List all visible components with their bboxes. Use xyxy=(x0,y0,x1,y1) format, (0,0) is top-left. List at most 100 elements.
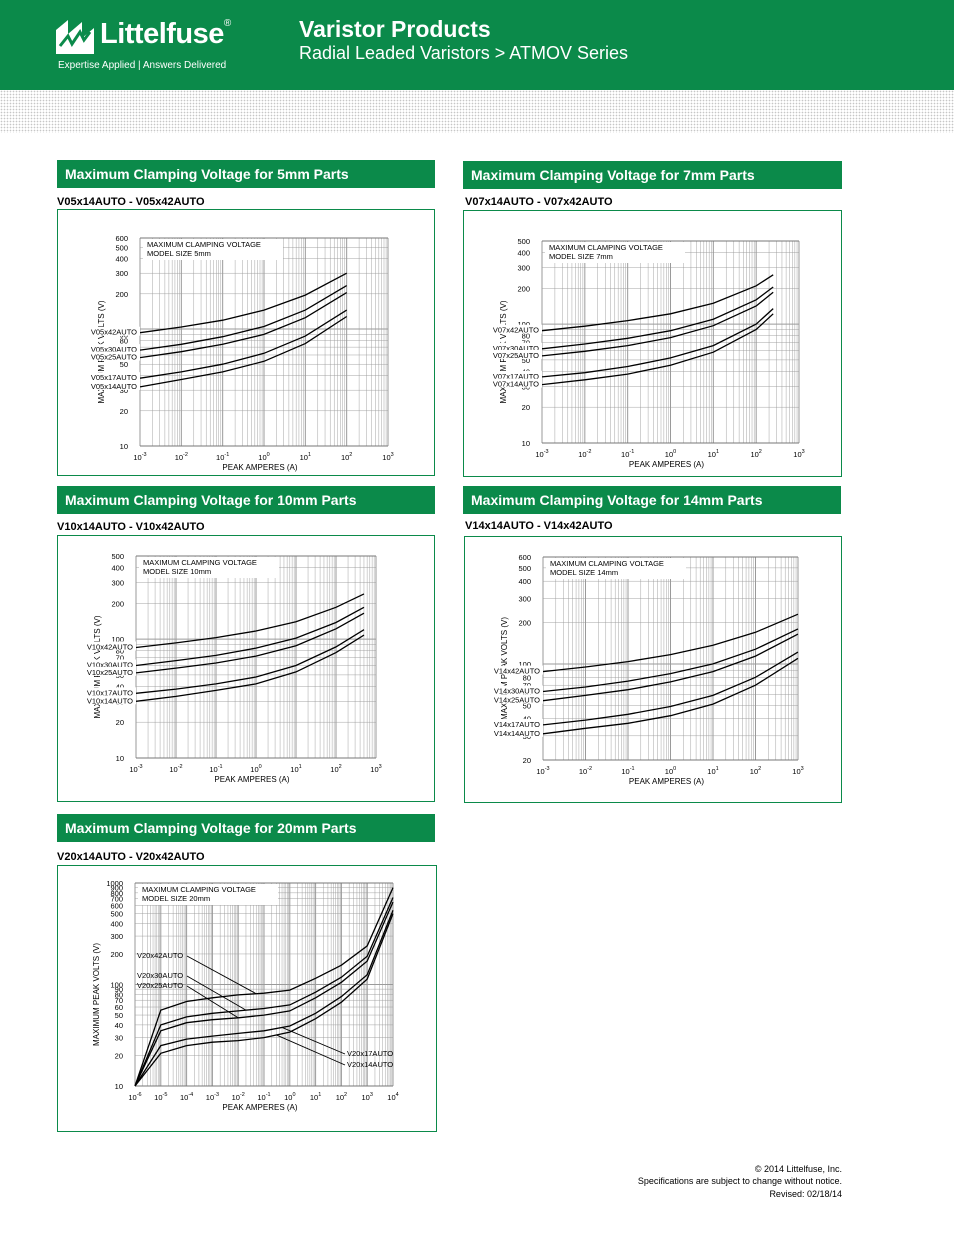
chart-7mm: 50040030020010090807060504030201010-310-… xyxy=(485,237,805,469)
part-range-20mm: V20x14AUTO - V20x42AUTO xyxy=(57,851,205,863)
x-tick-label: 101 xyxy=(707,766,718,776)
x-tick-label: 10-2 xyxy=(579,766,592,776)
series-line-v07x42auto xyxy=(541,274,774,332)
series-line-v20x30auto xyxy=(134,897,394,1087)
x-tick-label: 102 xyxy=(341,452,352,462)
x-tick-label: 10-1 xyxy=(209,764,222,774)
x-axis-label: PEAK AMPERES (A) xyxy=(629,460,704,469)
series-label-bg xyxy=(79,659,136,669)
series-line-v05x14auto xyxy=(139,315,348,388)
y-tick-label: 100 xyxy=(517,320,530,329)
y-tick-label: 200 xyxy=(115,290,128,299)
y-tick-label: 500 xyxy=(110,910,123,919)
leader-line xyxy=(186,955,257,995)
chart-title-box xyxy=(139,557,279,578)
series-line-v07x17auto xyxy=(541,308,774,378)
section-heading-10mm: Maximum Clamping Voltage for 10mm Parts xyxy=(57,486,435,514)
x-tick-label: 10-3 xyxy=(129,764,142,774)
series-label: V07x42AUTO xyxy=(493,326,539,335)
chart-title-box xyxy=(138,884,278,905)
chart-frame-7mm: 50040030020010090807060504030201010-310-… xyxy=(463,210,842,477)
leader-line xyxy=(276,1034,346,1066)
y-tick-label: 100 xyxy=(518,660,531,669)
x-tick-label: 10-4 xyxy=(180,1092,193,1102)
x-tick-label: 10-2 xyxy=(175,452,188,462)
x-tick-label: 102 xyxy=(750,766,761,776)
series-label-bg xyxy=(83,372,140,382)
series-line-v05x42auto xyxy=(139,272,348,334)
leader-line xyxy=(186,975,247,1011)
x-tick-label: 10-3 xyxy=(535,449,548,459)
x-tick-label: 103 xyxy=(370,764,381,774)
x-tick-label: 103 xyxy=(792,766,803,776)
part-range-7mm: V07x14AUTO - V07x42AUTO xyxy=(465,196,613,208)
series-label: V10x14AUTO xyxy=(87,696,133,705)
x-tick-label: 10-3 xyxy=(536,766,549,776)
series-label: V20x14AUTO xyxy=(347,1060,393,1069)
x-tick-label: 100 xyxy=(665,449,676,459)
series-label: V05x30AUTO xyxy=(91,345,137,354)
series-label-bg xyxy=(79,687,136,697)
chart-title-box xyxy=(546,558,686,579)
x-tick-label: 10-1 xyxy=(621,449,634,459)
section-heading-7mm: Maximum Clamping Voltage for 7mm Parts xyxy=(463,161,842,189)
y-tick-label: 500 xyxy=(111,552,124,561)
y-tick-label: 900 xyxy=(110,884,123,893)
y-tick-label: 50 xyxy=(115,1011,123,1020)
series-label-bg xyxy=(79,666,136,676)
chart-title: MAXIMUM CLAMPING VOLTAGE xyxy=(549,243,663,252)
x-tick-label: 100 xyxy=(284,1092,295,1102)
series-label: V14x30AUTO xyxy=(494,687,540,696)
series-label-bg xyxy=(79,641,136,651)
x-tick-label: 103 xyxy=(361,1092,372,1102)
y-tick-label: 90 xyxy=(115,985,123,994)
series-line-v10x14auto xyxy=(135,634,365,702)
series-label-bg xyxy=(485,370,542,380)
series-label: V10x30AUTO xyxy=(87,660,133,669)
y-tick-label: 400 xyxy=(115,255,128,264)
y-tick-label: 500 xyxy=(115,243,128,252)
series-label: V05x14AUTO xyxy=(91,382,137,391)
series-label: V10x25AUTO xyxy=(87,668,133,677)
chart-title: MAXIMUM CLAMPING VOLTAGE xyxy=(550,559,664,568)
x-tick-label: 100 xyxy=(258,452,269,462)
chart-title: MAXIMUM CLAMPING VOLTAGE xyxy=(142,885,256,894)
y-tick-label: 300 xyxy=(517,263,530,272)
series-label: V07x30AUTO xyxy=(493,344,539,353)
y-tick-label: 80 xyxy=(120,336,128,345)
series-label-bg xyxy=(485,342,542,352)
x-tick-label: 104 xyxy=(387,1092,398,1102)
y-tick-label: 500 xyxy=(518,564,531,573)
footer-copyright: © 2014 Littelfuse, Inc. xyxy=(754,1164,842,1174)
series-label-bg xyxy=(485,378,542,388)
chart-grid xyxy=(542,556,799,761)
series-label: V10x42AUTO xyxy=(87,642,133,651)
series-label-bg xyxy=(83,344,140,354)
series-label: V05x25AUTO xyxy=(91,353,137,362)
series-label-bg xyxy=(79,695,136,705)
y-tick-label: 600 xyxy=(110,902,123,911)
page-title: Varistor Products xyxy=(299,16,491,42)
chart-frame-10mm: 50040030020010090807060504030201010-310-… xyxy=(57,535,435,802)
chart-subtitle: MODEL SIZE 20mm xyxy=(142,894,210,903)
x-tick-label: 102 xyxy=(336,1092,347,1102)
x-axis-label: PEAK AMPERES (A) xyxy=(214,775,289,784)
y-tick-label: 50 xyxy=(120,360,128,369)
footer-disclaimer: Specifications are subject to change wit… xyxy=(637,1176,842,1186)
y-tick-label: 20 xyxy=(523,756,531,765)
y-tick-label: 200 xyxy=(517,284,530,293)
x-tick-label: 10-1 xyxy=(621,766,634,776)
y-tick-label: 200 xyxy=(110,950,123,959)
chart-frame-20mm: 1000 900 800 700 600 500 400 300 200 100 90 80 70 60 5… xyxy=(57,865,437,1132)
x-tick-label: 101 xyxy=(708,449,719,459)
chart-grid xyxy=(139,237,389,447)
chart-frame-5mm: 60050040030020010090807060504030201010-3… xyxy=(57,209,435,476)
series-line-v20x25auto xyxy=(134,901,394,1087)
y-tick-label: 800 xyxy=(110,889,123,898)
series-label-bg xyxy=(486,694,543,704)
footer-revised: Revised: 02/18/14 xyxy=(769,1189,842,1199)
series-label: V05x42AUTO xyxy=(91,328,137,337)
y-tick-label: 80 xyxy=(115,990,123,999)
y-tick-label: 300 xyxy=(518,594,531,603)
series-line-v20x14auto xyxy=(134,913,394,1087)
